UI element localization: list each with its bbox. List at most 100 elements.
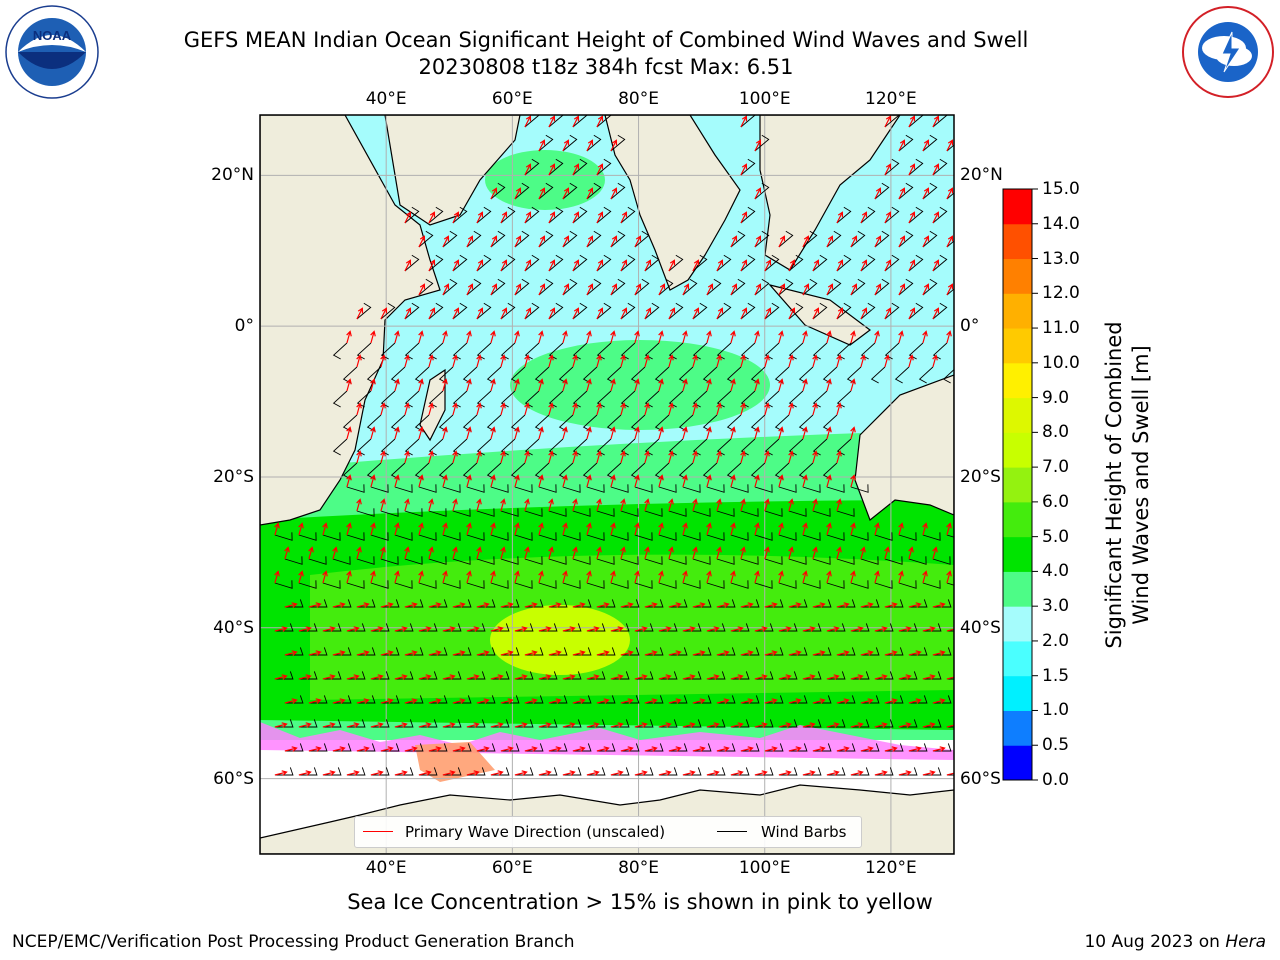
wind-barb bbox=[668, 599, 688, 608]
wind-barb bbox=[957, 647, 975, 655]
wave-field-arabian-sea bbox=[485, 150, 605, 210]
wind-barb bbox=[740, 206, 756, 224]
wave-direction-arrow bbox=[826, 378, 832, 392]
wind-barb bbox=[836, 647, 856, 656]
colorbar-segment bbox=[1003, 189, 1032, 225]
wave-direction-arrow bbox=[572, 698, 586, 704]
wind-barb bbox=[274, 580, 293, 589]
wind-barb bbox=[778, 230, 794, 248]
wave-direction-arrow bbox=[716, 602, 730, 608]
wind-barb bbox=[730, 719, 750, 728]
wind-barb bbox=[836, 390, 852, 408]
wave-direction-arrow bbox=[620, 498, 626, 512]
wave-direction-arrow bbox=[932, 698, 946, 704]
wind-barb bbox=[404, 254, 420, 272]
wind-barb bbox=[898, 278, 914, 296]
wave-direction-arrow bbox=[476, 546, 482, 560]
wind-barb bbox=[524, 254, 540, 272]
wind-barb bbox=[644, 556, 663, 565]
wind-barb bbox=[754, 278, 770, 296]
wind-barb bbox=[418, 719, 438, 728]
wind-barb bbox=[308, 695, 328, 704]
wind-barb bbox=[562, 134, 578, 152]
wave-direction-arrow bbox=[932, 211, 940, 224]
wave-direction-arrow bbox=[442, 570, 448, 584]
wave-direction-arrow bbox=[764, 354, 770, 368]
wave-direction-arrow bbox=[490, 426, 496, 440]
wind-barb bbox=[634, 230, 650, 248]
wave-direction-arrow bbox=[356, 650, 370, 656]
wave-direction-arrow bbox=[346, 474, 352, 488]
wind-barb bbox=[754, 623, 774, 632]
wave-direction-arrow bbox=[394, 330, 400, 344]
wave-direction-arrow bbox=[957, 747, 969, 752]
wind-barb bbox=[692, 508, 711, 517]
wave-direction-arrow bbox=[957, 260, 963, 271]
wave-direction-arrow bbox=[730, 283, 738, 296]
wave-direction-arrow bbox=[346, 570, 352, 584]
wind-barb bbox=[452, 508, 471, 517]
colorbar-segment bbox=[1003, 397, 1032, 433]
wave-direction-arrow bbox=[548, 211, 556, 224]
wave-direction-arrow bbox=[860, 650, 874, 656]
wave-direction-arrow bbox=[514, 522, 520, 536]
wave-direction-arrow bbox=[452, 698, 466, 704]
wave-direction-arrow bbox=[884, 746, 898, 752]
wind-barb bbox=[812, 695, 832, 704]
wind-barb bbox=[514, 719, 534, 728]
wave-direction-arrow bbox=[418, 626, 432, 632]
wave-direction-arrow bbox=[716, 259, 724, 272]
wind-barb bbox=[836, 508, 855, 517]
wind-barb bbox=[548, 342, 564, 360]
wave-direction-arrow bbox=[562, 378, 568, 392]
wave-direction-arrow bbox=[572, 163, 580, 176]
wind-barb bbox=[826, 278, 842, 296]
wave-direction-arrow bbox=[500, 402, 506, 416]
wind-barb bbox=[596, 647, 616, 656]
wave-direction-arrow bbox=[850, 235, 858, 248]
wave-direction-arrow bbox=[644, 698, 658, 704]
wave-direction-arrow bbox=[610, 139, 618, 152]
wave-direction-arrow bbox=[572, 354, 578, 368]
wind-barb bbox=[466, 532, 485, 541]
wind-barb bbox=[692, 695, 712, 704]
wave-direction-arrow bbox=[284, 650, 298, 656]
wave-direction-arrow bbox=[596, 259, 604, 272]
wind-barb bbox=[428, 342, 444, 360]
wave-direction-arrow bbox=[428, 498, 434, 512]
wind-barb bbox=[764, 390, 780, 408]
wave-direction-arrow bbox=[668, 450, 674, 464]
colorbar-tick-label: 1.0 bbox=[1042, 700, 1070, 721]
wave-direction-arrow bbox=[884, 650, 898, 656]
wave-direction-arrow bbox=[404, 450, 410, 464]
wind-barb bbox=[610, 767, 630, 776]
wave-direction-arrow bbox=[634, 770, 648, 776]
wind-barb bbox=[514, 580, 533, 589]
wave-direction-arrow bbox=[596, 546, 602, 560]
wind-barb bbox=[380, 743, 400, 752]
wave-direction-arrow bbox=[548, 354, 554, 368]
wind-barb bbox=[957, 695, 975, 703]
lat-tick-left: 40°S bbox=[213, 617, 254, 638]
wind-barb bbox=[442, 580, 461, 589]
wave-direction-arrow bbox=[706, 378, 712, 392]
wave-direction-arrow bbox=[298, 522, 304, 536]
wave-direction-arrow bbox=[538, 426, 544, 440]
wind-barb bbox=[826, 230, 842, 248]
wind-barb bbox=[394, 623, 414, 632]
wind-barb bbox=[957, 743, 975, 751]
wind-barb bbox=[572, 206, 588, 224]
wave-direction-arrow bbox=[850, 283, 858, 296]
wave-direction-arrow bbox=[692, 602, 706, 608]
colorbar-tick-label: 6.0 bbox=[1042, 491, 1070, 512]
wind-barb bbox=[380, 302, 396, 320]
wind-barb bbox=[620, 508, 639, 517]
wind-barb bbox=[514, 182, 530, 200]
wave-direction-arrow bbox=[620, 602, 634, 608]
wave-direction-arrow bbox=[274, 770, 288, 776]
wind-barb bbox=[298, 719, 318, 728]
wind-barb bbox=[356, 342, 372, 360]
lat-tick-left: 60°S bbox=[213, 768, 254, 789]
wave-direction-arrow bbox=[812, 650, 826, 656]
wave-direction-arrow bbox=[500, 546, 506, 560]
